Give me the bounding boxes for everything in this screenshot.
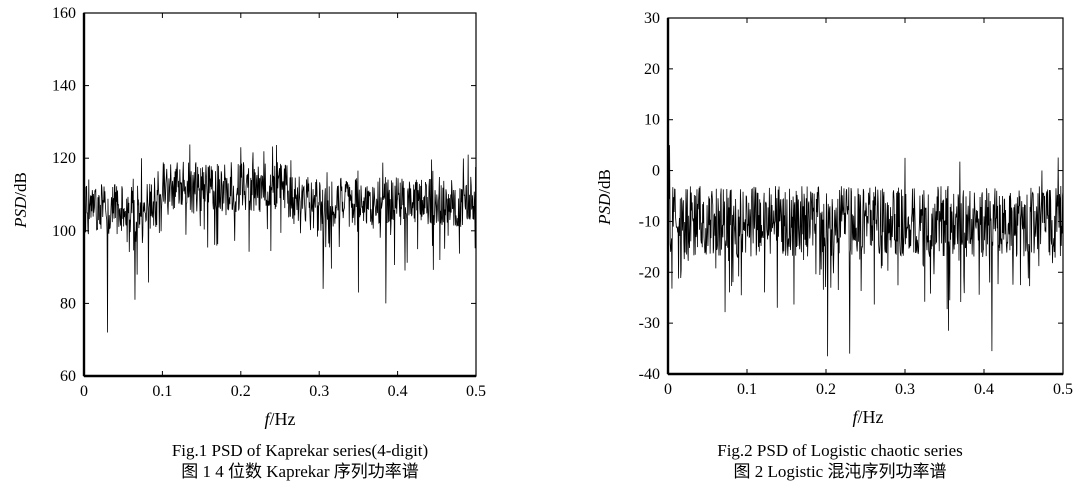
x-axis-ticks: 0 0.1 0.2 0.3 0.4 0.5 — [80, 13, 486, 400]
y-tick-label: 60 — [60, 368, 76, 385]
y-axis-label-symbol: PSD — [595, 193, 614, 226]
psd-series-line — [667, 129, 1064, 357]
y-tick-label: -10 — [639, 213, 660, 230]
figure-2-caption: Fig.2 PSD of Logistic chaotic series 图 2… — [600, 440, 1080, 482]
figure-2-caption-en: Fig.2 PSD of Logistic chaotic series — [717, 441, 963, 460]
x-tick-label: 0.4 — [974, 381, 994, 398]
y-tick-label: 140 — [52, 78, 76, 95]
x-axis-ticks: 0 0.1 0.2 0.3 0.4 0.5 — [664, 18, 1073, 398]
y-axis-label-symbol: PSD — [11, 196, 30, 229]
x-tick-label: 0.4 — [388, 383, 408, 400]
figure-1-caption: Fig.1 PSD of Kaprekar series(4-digit) 图 … — [40, 440, 560, 482]
figure-1-caption-en: Fig.1 PSD of Kaprekar series(4-digit) — [171, 441, 429, 460]
y-axis-ticks: 60 80 100 120 140 160 — [52, 5, 476, 385]
y-tick-label: -40 — [639, 366, 660, 383]
x-axis-label-unit: /Hz — [270, 409, 296, 429]
x-tick-label: 0.2 — [231, 383, 251, 400]
plot-frame — [82, 12, 477, 378]
y-axis-label-unit: /dB — [11, 172, 30, 197]
psd-series-layer — [83, 140, 477, 333]
y-tick-label: 120 — [52, 150, 76, 167]
y-tick-label: -30 — [639, 315, 660, 332]
y-tick-label: 30 — [644, 10, 660, 27]
y-axis-label: PSD/dB — [11, 172, 30, 229]
x-tick-label: 0.3 — [895, 381, 915, 398]
x-tick-label: 0.1 — [152, 383, 172, 400]
chart-logistic-psd: 0 0.1 0.2 0.3 0.4 0.5 -40 -30 -20 -10 0 10 20 30 f/H… — [595, 10, 1073, 427]
y-tick-label: 100 — [52, 223, 76, 240]
x-tick-label: 0.2 — [816, 381, 836, 398]
y-axis-label: PSD/dB — [595, 169, 614, 226]
figure-2-caption-zh: 图 2 Logistic 混沌序列功率谱 — [733, 462, 947, 481]
y-axis-ticks: -40 -30 -20 -10 0 10 20 30 — [639, 10, 1063, 383]
y-tick-label: -20 — [639, 264, 660, 281]
psd-series-line — [83, 140, 477, 333]
x-tick-label: 0 — [80, 383, 88, 400]
y-tick-label: 20 — [644, 61, 660, 78]
x-axis-label: f/Hz — [264, 409, 295, 429]
x-axis-label-unit: /Hz — [858, 407, 884, 427]
x-tick-label: 0.3 — [309, 383, 329, 400]
y-tick-label: 160 — [52, 5, 76, 22]
x-axis-label: f/Hz — [852, 407, 883, 427]
x-axis-label-symbol: f — [852, 407, 860, 427]
x-tick-label: 0 — [664, 381, 672, 398]
x-tick-label: 0.5 — [466, 383, 486, 400]
y-tick-label: 10 — [644, 112, 660, 129]
x-tick-label: 0.1 — [737, 381, 757, 398]
x-tick-label: 0.5 — [1053, 381, 1073, 398]
figure-1-caption-zh: 图 1 4 位数 Kaprekar 序列功率谱 — [181, 462, 419, 481]
y-tick-label: 80 — [60, 295, 76, 312]
x-axis-label-symbol: f — [264, 409, 272, 429]
chart-kaprekar-psd: 0 0.1 0.2 0.3 0.4 0.5 60 80 100 120 140 160 f/Hz P… — [11, 5, 486, 429]
y-tick-label: 0 — [652, 163, 660, 180]
y-axis-label-unit: /dB — [595, 169, 614, 194]
psd-series-layer — [667, 129, 1064, 357]
